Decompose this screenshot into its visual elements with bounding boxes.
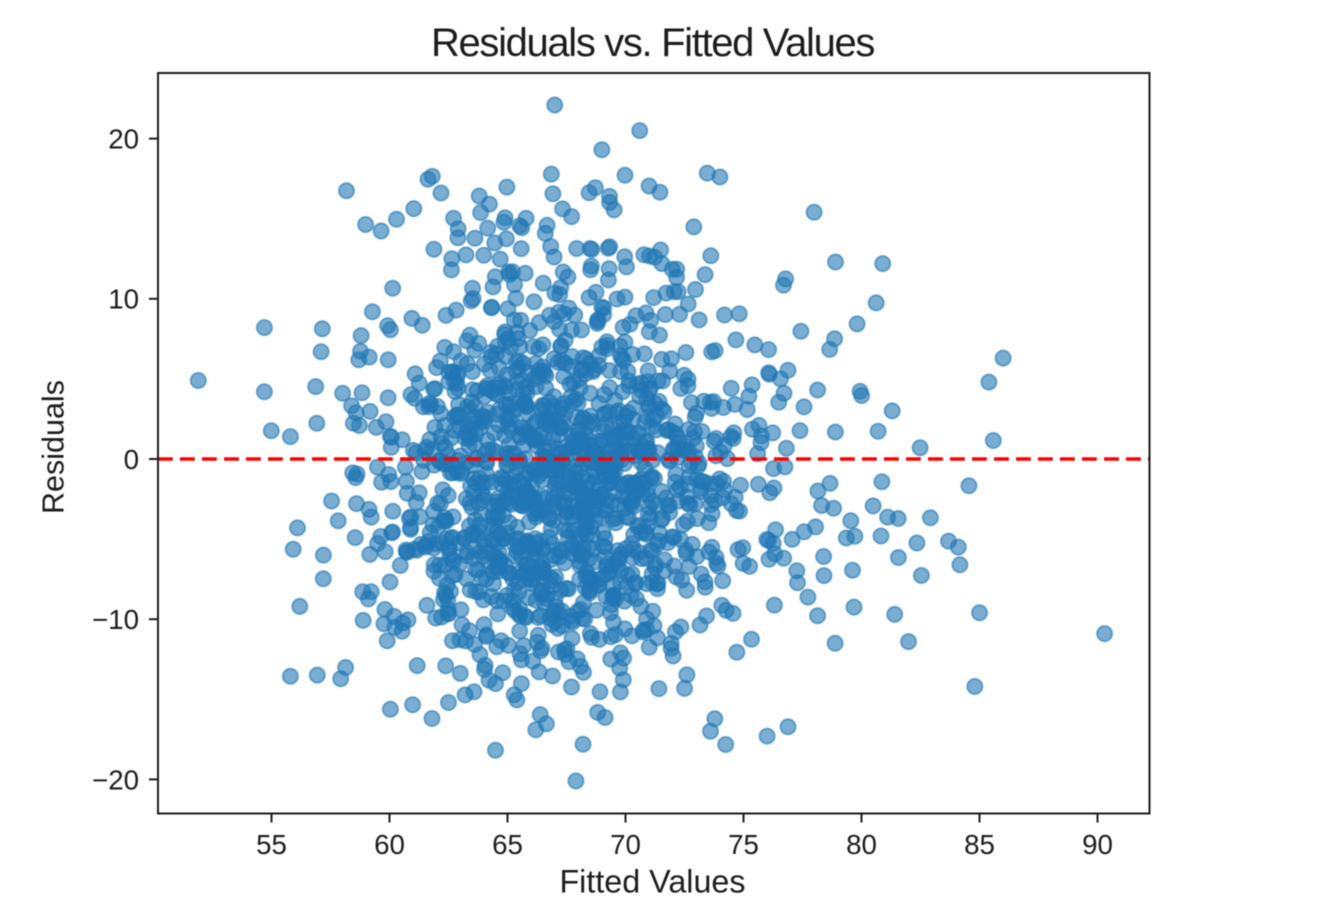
svg-text:20: 20 [108, 124, 139, 155]
svg-text:90: 90 [1082, 829, 1113, 860]
svg-text:65: 65 [492, 829, 523, 860]
svg-text:55: 55 [256, 829, 287, 860]
svg-text:Fitted Values: Fitted Values [559, 864, 745, 900]
svg-text:Residuals: Residuals [37, 380, 71, 514]
svg-text:70: 70 [610, 829, 641, 860]
svg-text:80: 80 [846, 829, 877, 860]
svg-text:60: 60 [374, 829, 405, 860]
svg-text:−20: −20 [92, 764, 139, 795]
svg-text:10: 10 [108, 284, 139, 315]
svg-text:0: 0 [124, 444, 139, 475]
svg-text:85: 85 [964, 829, 995, 860]
svg-text:Residuals vs. Fitted Values: Residuals vs. Fitted Values [431, 21, 874, 65]
svg-text:−10: −10 [92, 604, 139, 635]
svg-text:75: 75 [728, 829, 759, 860]
